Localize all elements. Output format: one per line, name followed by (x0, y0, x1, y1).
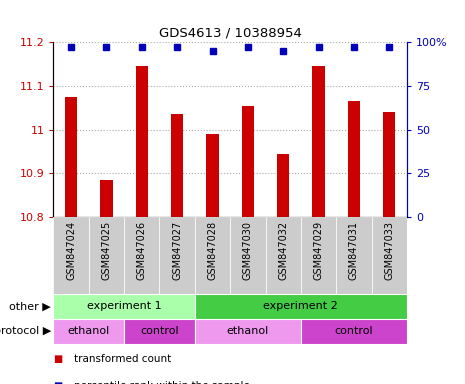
Text: percentile rank within the sample: percentile rank within the sample (74, 381, 250, 384)
Bar (195, 319, 301, 344)
Text: GSM847025: GSM847025 (101, 221, 112, 280)
Text: GSM847030: GSM847030 (243, 221, 253, 280)
Bar (336, 217, 372, 294)
Text: GSM847026: GSM847026 (137, 221, 147, 280)
Text: ■: ■ (53, 354, 63, 364)
Text: GSM847031: GSM847031 (349, 221, 359, 280)
Text: experiment 1: experiment 1 (87, 301, 161, 311)
Text: control: control (334, 326, 373, 336)
Bar (195, 217, 230, 294)
Bar (124, 319, 195, 344)
Bar (372, 217, 407, 294)
Text: GSM847029: GSM847029 (313, 221, 324, 280)
Bar (277, 154, 289, 217)
Text: GSM847032: GSM847032 (278, 221, 288, 280)
Text: other ▶: other ▶ (9, 301, 51, 311)
Text: transformed count: transformed count (74, 354, 172, 364)
Bar (312, 66, 325, 217)
Text: GSM847024: GSM847024 (66, 221, 76, 280)
Text: ■: ■ (53, 381, 63, 384)
Bar (53, 319, 124, 344)
Text: GSM847028: GSM847028 (207, 221, 218, 280)
Bar (53, 217, 89, 294)
Bar (242, 106, 254, 217)
Bar (136, 66, 148, 217)
Text: GSM847033: GSM847033 (384, 221, 394, 280)
Bar (159, 217, 195, 294)
Text: ethanol: ethanol (227, 326, 269, 336)
Text: GSM847027: GSM847027 (172, 221, 182, 280)
Bar (195, 294, 407, 319)
Title: GDS4613 / 10388954: GDS4613 / 10388954 (159, 26, 302, 40)
Bar (301, 319, 407, 344)
Bar (206, 134, 219, 217)
Bar (171, 114, 183, 217)
Bar (266, 217, 301, 294)
Bar (383, 112, 395, 217)
Bar (53, 294, 195, 319)
Bar (100, 180, 113, 217)
Bar (230, 217, 266, 294)
Bar (348, 101, 360, 217)
Bar (65, 97, 77, 217)
Text: ethanol: ethanol (68, 326, 110, 336)
Text: protocol ▶: protocol ▶ (0, 326, 51, 336)
Text: experiment 2: experiment 2 (264, 301, 338, 311)
Bar (89, 217, 124, 294)
Text: control: control (140, 326, 179, 336)
Bar (124, 217, 159, 294)
Bar (301, 217, 336, 294)
